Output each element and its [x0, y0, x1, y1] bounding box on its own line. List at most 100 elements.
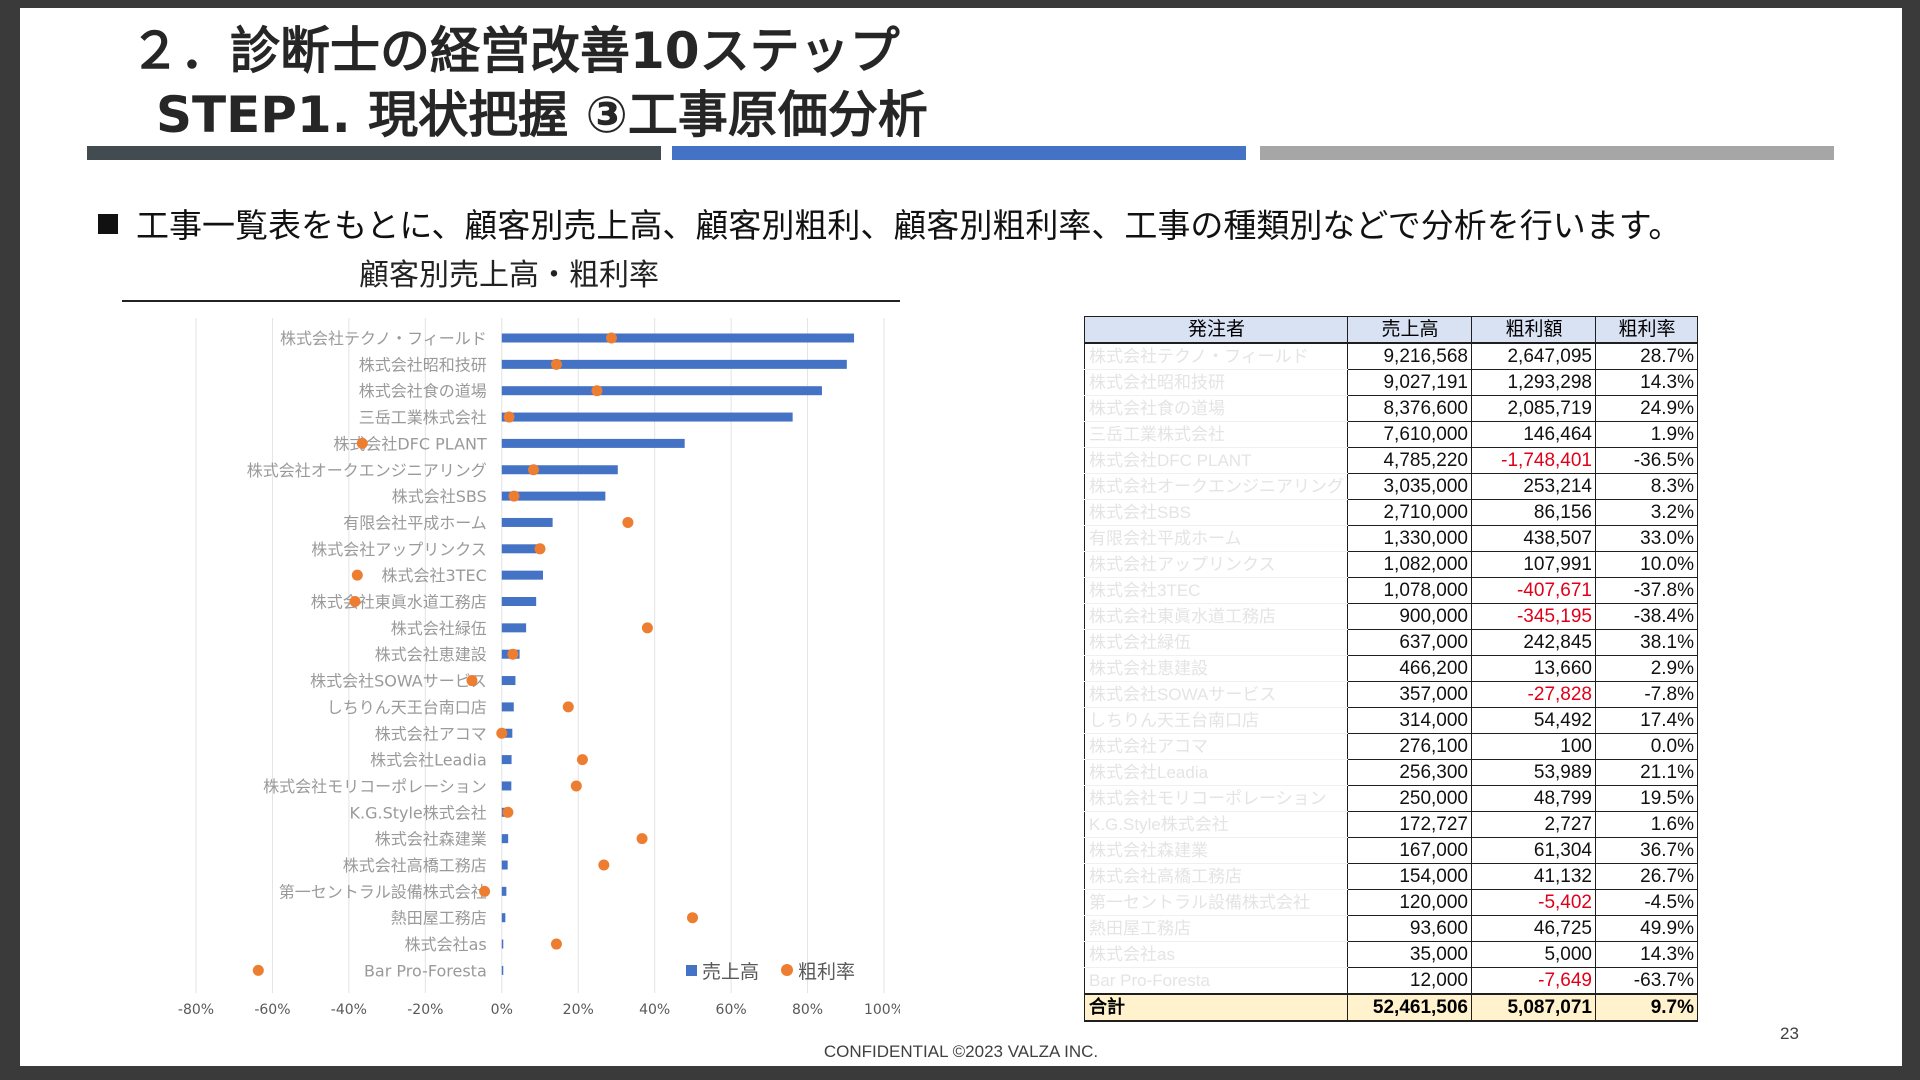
slide-title-line1: ２．診断士の経営改善10ステップ: [130, 22, 900, 80]
cell-customer: 株式会社Leadia: [1084, 759, 1348, 786]
table-row: 株式会社DFC PLANT 4,785,220 -1,748,401 -36.5%: [1084, 447, 1698, 474]
margin-point: [550, 358, 562, 370]
cell-gross-profit: 146,464: [1471, 421, 1596, 448]
sales-bar: [501, 386, 822, 396]
category-label: 株式会社3TEC: [382, 566, 487, 585]
x-tick-label: -40%: [331, 1002, 367, 1018]
square-bullet-icon: [98, 214, 118, 234]
table-row: 株式会社SBS 2,710,000 86,156 3.2%: [1084, 499, 1698, 526]
margin-point: [687, 912, 699, 924]
cell-margin: 14.3%: [1595, 369, 1698, 396]
cell-margin: -37.8%: [1595, 577, 1698, 604]
chart-title-underline: [122, 300, 900, 302]
margin-point: [496, 727, 508, 739]
cell-sales: 357,000: [1347, 681, 1472, 708]
table-row: 株式会社森建業 167,000 61,304 36.7%: [1084, 837, 1698, 864]
sales-bar: [501, 412, 793, 422]
cell-customer: 株式会社3TEC: [1084, 577, 1348, 604]
cell-sales: 1,082,000: [1347, 551, 1472, 578]
cell-sales: 12,000: [1347, 967, 1472, 995]
margin-point: [598, 859, 610, 871]
cell-sales: 167,000: [1347, 837, 1472, 864]
title-accent-bar-gray: [1260, 146, 1834, 160]
total-sales: 52,461,506: [1347, 993, 1472, 1022]
cell-sales: 2,710,000: [1347, 499, 1472, 526]
cell-gross-profit: 107,991: [1471, 551, 1596, 578]
table-row: 株式会社Leadia 256,300 53,989 21.1%: [1084, 759, 1698, 786]
cell-margin: -36.5%: [1595, 447, 1698, 474]
cell-customer: 株式会社モリコーポレーション: [1084, 785, 1348, 812]
cell-margin: 26.7%: [1595, 863, 1698, 890]
cell-margin: 49.9%: [1595, 915, 1698, 942]
cell-sales: 3,035,000: [1347, 473, 1472, 500]
cell-customer: 株式会社緑伍: [1084, 629, 1348, 656]
cell-gross-profit: -1,748,401: [1471, 447, 1596, 474]
sales-bar: [501, 913, 506, 923]
cell-sales: 1,330,000: [1347, 525, 1472, 552]
cell-margin: -7.8%: [1595, 681, 1698, 708]
table-total-row: 合計 52,461,506 5,087,071 9.7%: [1084, 993, 1698, 1022]
cell-gross-profit: 61,304: [1471, 837, 1596, 864]
cell-margin: 1.9%: [1595, 421, 1698, 448]
cell-customer: 株式会社DFC PLANT: [1084, 447, 1348, 474]
category-label: 株式会社オークエンジニアリング: [247, 461, 487, 480]
sales-bar: [501, 544, 544, 554]
sales-bar: [501, 570, 543, 580]
cell-customer: 株式会社森建業: [1084, 837, 1348, 864]
table-row: 株式会社as 35,000 5,000 14.3%: [1084, 941, 1698, 968]
cell-customer: 株式会社オークエンジニアリング: [1084, 473, 1348, 500]
margin-point: [503, 411, 515, 423]
category-label: 株式会社as: [405, 935, 487, 954]
category-label: Bar Pro-Foresta: [364, 961, 487, 980]
cell-gross-profit: 2,727: [1471, 811, 1596, 838]
sales-bar: [501, 755, 512, 765]
x-tick-label: 20%: [563, 1002, 594, 1018]
cell-sales: 276,100: [1347, 733, 1472, 760]
cell-sales: 250,000: [1347, 785, 1472, 812]
margin-point: [502, 806, 514, 818]
cell-customer: 株式会社アップリンクス: [1084, 551, 1348, 578]
cell-customer: 三岳工業株式会社: [1084, 421, 1348, 448]
cell-margin: 3.2%: [1595, 499, 1698, 526]
table-row: 株式会社昭和技研 9,027,191 1,293,298 14.3%: [1084, 369, 1698, 396]
col-header-customer: 発注者: [1084, 316, 1348, 344]
cell-margin: 8.3%: [1595, 473, 1698, 500]
x-tick-label: -60%: [254, 1002, 290, 1018]
table-row: 株式会社食の道場 8,376,600 2,085,719 24.9%: [1084, 395, 1698, 422]
cell-gross-profit: 86,156: [1471, 499, 1596, 526]
category-label: 三岳工業株式会社: [359, 408, 487, 427]
cell-gross-profit: 54,492: [1471, 707, 1596, 734]
sales-bar: [501, 333, 855, 343]
margin-point: [534, 543, 546, 555]
table-row: 熱田屋工務店 93,600 46,725 49.9%: [1084, 915, 1698, 942]
slide: ２．診断士の経営改善10ステップ STEP1. 現状把握 ③工事原価分析 工事一…: [20, 8, 1902, 1066]
cell-margin: 24.9%: [1595, 395, 1698, 422]
sales-bar: [501, 517, 553, 527]
cell-customer: 第一セントラル設備株式会社: [1084, 889, 1348, 916]
category-label: 第一セントラル設備株式会社: [279, 882, 487, 901]
cell-gross-profit: 41,132: [1471, 863, 1596, 890]
category-label: 株式会社緑伍: [391, 619, 487, 638]
sales-bar: [501, 465, 618, 475]
category-label: 株式会社DFC PLANT: [333, 434, 487, 453]
margin-point: [466, 675, 478, 687]
table-row: 株式会社高橋工務店 154,000 41,132 26.7%: [1084, 863, 1698, 890]
cell-margin: -63.7%: [1595, 967, 1698, 995]
table-row: K.G.Style株式会社 172,727 2,727 1.6%: [1084, 811, 1698, 838]
legend-sales-label: 売上高: [702, 961, 759, 983]
category-label: しちりん天王台南口店: [327, 698, 487, 717]
table-row: 株式会社恵建設 466,200 13,660 2.9%: [1084, 655, 1698, 682]
cell-sales: 466,200: [1347, 655, 1472, 682]
margin-point: [349, 596, 361, 607]
cell-gross-profit: -345,195: [1471, 603, 1596, 630]
sales-bar: [501, 834, 509, 844]
cell-gross-profit: -5,402: [1471, 889, 1596, 916]
cell-sales: 900,000: [1347, 603, 1472, 630]
category-label: 株式会社SOWAサービス: [310, 672, 487, 691]
title-accent-bar-blue: [672, 146, 1246, 160]
cell-margin: 38.1%: [1595, 629, 1698, 656]
table-row: 株式会社アップリンクス 1,082,000 107,991 10.0%: [1084, 551, 1698, 578]
x-tick-label: 80%: [792, 1002, 823, 1018]
cell-sales: 120,000: [1347, 889, 1472, 916]
category-label: 株式会社東眞水道工務店: [311, 593, 487, 612]
